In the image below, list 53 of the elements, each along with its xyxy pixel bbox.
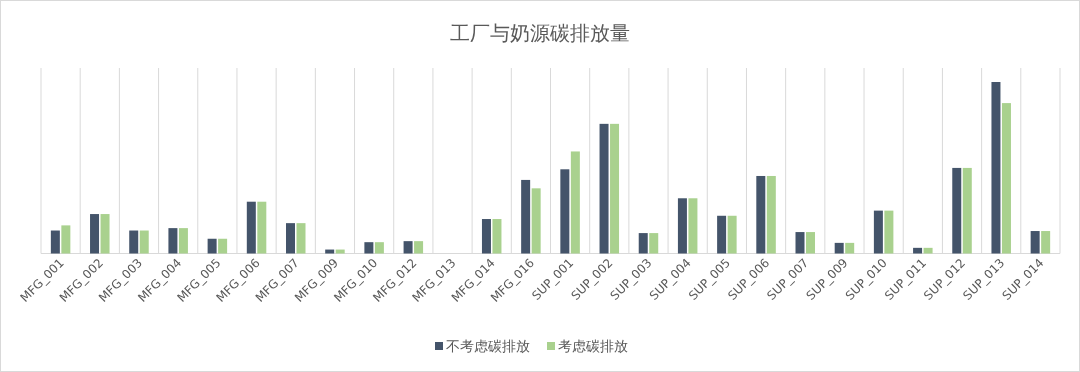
legend-label: 不考虑碳排放 <box>446 338 530 354</box>
bar <box>649 233 659 254</box>
bar <box>756 175 766 254</box>
bar <box>1041 231 1051 254</box>
bar <box>246 201 256 254</box>
bar <box>50 230 60 254</box>
bar <box>531 188 541 254</box>
bar <box>913 247 923 254</box>
bar <box>677 198 687 254</box>
bar <box>403 241 413 254</box>
bar <box>873 210 883 254</box>
bar <box>717 215 727 254</box>
bar <box>286 223 295 254</box>
bar <box>1001 103 1011 254</box>
bar <box>325 249 335 254</box>
bar <box>766 175 776 254</box>
bar <box>492 219 502 254</box>
bar <box>834 242 844 254</box>
bar <box>727 215 737 254</box>
bar <box>560 169 570 254</box>
bar <box>218 238 228 254</box>
bar <box>845 242 855 254</box>
bar <box>521 179 531 254</box>
legend-label: 考虑碳排放 <box>558 338 628 354</box>
bar <box>570 151 580 254</box>
bar <box>688 198 698 254</box>
bar <box>610 123 620 254</box>
bar <box>962 167 972 254</box>
bar <box>481 219 491 254</box>
bar <box>364 242 374 254</box>
bar <box>335 249 345 254</box>
bar <box>374 242 384 254</box>
bar <box>178 228 188 254</box>
chart-title: 工厂与奶源碳排放量 <box>450 21 630 45</box>
bar <box>599 123 609 254</box>
bar <box>638 233 648 254</box>
bar <box>207 238 217 254</box>
bar <box>296 223 306 254</box>
bar <box>414 241 424 254</box>
bar <box>100 214 110 254</box>
bar <box>129 230 139 254</box>
bar <box>139 230 149 254</box>
bar <box>61 225 71 254</box>
bar <box>90 214 100 254</box>
bar <box>257 201 267 254</box>
bar <box>1030 231 1040 254</box>
bar <box>795 232 805 254</box>
bar <box>884 210 894 254</box>
bar <box>168 228 178 254</box>
bar <box>952 167 962 254</box>
bar <box>991 82 1001 254</box>
bar <box>806 232 815 254</box>
bar <box>923 247 933 254</box>
